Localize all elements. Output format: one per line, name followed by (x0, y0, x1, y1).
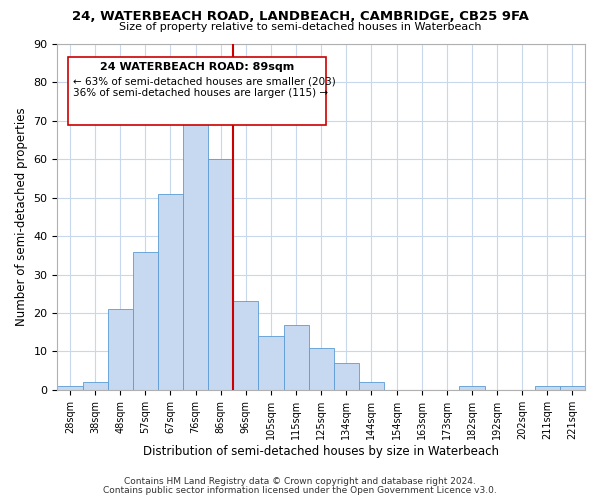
Bar (259, 336, 284, 390)
Text: ← 63% of semi-detached houses are smaller (203): ← 63% of semi-detached houses are smalle… (73, 76, 335, 86)
Bar (334, 363, 359, 390)
X-axis label: Distribution of semi-detached houses by size in Waterbeach: Distribution of semi-detached houses by … (143, 444, 499, 458)
Bar (58, 386, 83, 390)
Text: Contains public sector information licensed under the Open Government Licence v3: Contains public sector information licen… (103, 486, 497, 495)
Bar (284, 324, 308, 390)
Bar (535, 386, 560, 390)
Bar (133, 252, 158, 390)
Bar (158, 194, 183, 390)
Text: Contains HM Land Registry data © Crown copyright and database right 2024.: Contains HM Land Registry data © Crown c… (124, 477, 476, 486)
Text: 24, WATERBEACH ROAD, LANDBEACH, CAMBRIDGE, CB25 9FA: 24, WATERBEACH ROAD, LANDBEACH, CAMBRIDG… (71, 10, 529, 23)
Text: 24 WATERBEACH ROAD: 89sqm: 24 WATERBEACH ROAD: 89sqm (100, 62, 294, 72)
Bar (359, 382, 384, 390)
Bar (107, 309, 133, 390)
Bar (183, 102, 208, 390)
Text: 36% of semi-detached houses are larger (115) →: 36% of semi-detached houses are larger (… (73, 88, 328, 98)
Bar (83, 382, 107, 390)
Bar (460, 386, 485, 390)
Text: Size of property relative to semi-detached houses in Waterbeach: Size of property relative to semi-detach… (119, 22, 481, 32)
Bar (560, 386, 585, 390)
Bar (308, 348, 334, 390)
Bar (208, 160, 233, 390)
Bar (233, 302, 259, 390)
Y-axis label: Number of semi-detached properties: Number of semi-detached properties (15, 108, 28, 326)
